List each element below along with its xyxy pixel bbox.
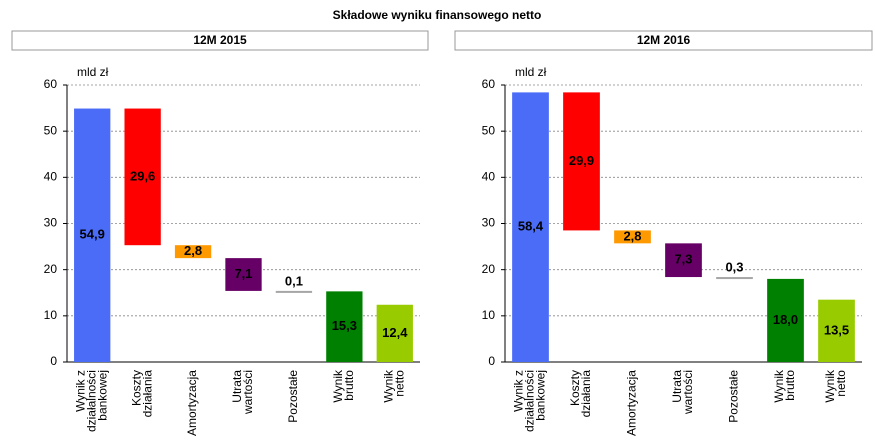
bar (376, 304, 413, 362)
x-tick-label: brutto (783, 370, 797, 401)
x-tick-label: Wynik z (73, 370, 87, 412)
x-tick-label: Utrata (230, 370, 244, 403)
y-tick-label: 60 (482, 77, 496, 91)
bar (716, 277, 753, 280)
value-label: 2,8 (623, 228, 641, 243)
y-tick-label: 30 (44, 216, 58, 230)
value-label: 12,4 (382, 325, 408, 340)
value-label: 54,9 (80, 227, 105, 242)
value-label: 7,3 (674, 252, 692, 267)
bar (818, 299, 855, 362)
unit-label: mld zł (515, 65, 547, 79)
y-tick-label: 20 (482, 262, 496, 276)
panel-header (11, 30, 429, 51)
x-tick-label: Koszty (129, 370, 143, 406)
bar (665, 243, 702, 278)
panel-title: 12M 2016 (637, 33, 691, 47)
value-label: 0,3 (725, 259, 743, 274)
y-tick-label: 60 (44, 77, 58, 91)
y-tick-label: 40 (482, 170, 496, 184)
bar (124, 108, 161, 246)
x-tick-label: Wynik (331, 369, 345, 403)
value-label: 13,5 (824, 322, 849, 337)
x-tick-label: Wynik (772, 369, 786, 403)
y-tick-label: 10 (44, 308, 58, 322)
x-tick-label: działalności (523, 370, 537, 432)
value-label: 18,0 (773, 312, 798, 327)
x-tick-label: Pozostałe (727, 370, 741, 423)
bar (767, 278, 804, 362)
x-tick-label: Koszty (568, 370, 582, 406)
x-tick-label: wartości (241, 370, 255, 415)
bar (275, 290, 313, 293)
x-tick-label: brutto (342, 370, 356, 401)
bar (512, 92, 549, 363)
bar (74, 108, 111, 362)
x-tick-label: Wynik z (512, 370, 526, 412)
x-tick-label: netto (392, 370, 406, 397)
y-tick-label: 40 (44, 170, 58, 184)
value-label: 29,6 (130, 168, 155, 183)
x-tick-label: Pozostałe (286, 370, 300, 423)
x-tick-label: Amortyzacja (625, 370, 639, 436)
x-tick-label: netto (834, 370, 848, 397)
x-tick-label: Wynik (381, 369, 395, 403)
panel-header (454, 30, 873, 51)
y-tick-label: 0 (488, 354, 495, 368)
bar (225, 258, 262, 291)
y-tick-label: 20 (44, 262, 58, 276)
chart-title: Składowe wyniku finansowego netto (333, 8, 542, 22)
panel-title: 12M 2015 (193, 33, 247, 47)
bar (563, 92, 600, 231)
x-tick-label: bankowej (534, 370, 548, 421)
y-tick-label: 10 (482, 308, 496, 322)
value-label: 7,1 (234, 266, 252, 281)
bar (174, 245, 212, 259)
x-tick-label: wartości (681, 370, 695, 415)
x-tick-label: Amortyzacja (185, 370, 199, 436)
y-tick-label: 50 (482, 123, 496, 137)
x-tick-label: Wynik (823, 369, 837, 403)
y-tick-label: 0 (50, 354, 57, 368)
y-tick-label: 30 (482, 216, 496, 230)
value-label: 29,9 (569, 153, 594, 168)
bar (614, 230, 651, 244)
value-label: 2,8 (184, 243, 202, 258)
x-tick-label: działalności (84, 370, 98, 432)
x-tick-label: bankowej (95, 370, 109, 421)
bar (326, 291, 363, 362)
x-tick-label: Utrata (670, 370, 684, 403)
value-label: 15,3 (332, 318, 357, 333)
y-tick-label: 50 (44, 123, 58, 137)
value-label: 0,1 (285, 273, 303, 288)
x-tick-label: działania (140, 370, 154, 418)
value-label: 58,4 (518, 219, 544, 234)
unit-label: mld zł (77, 65, 109, 79)
x-tick-label: działania (579, 370, 593, 418)
